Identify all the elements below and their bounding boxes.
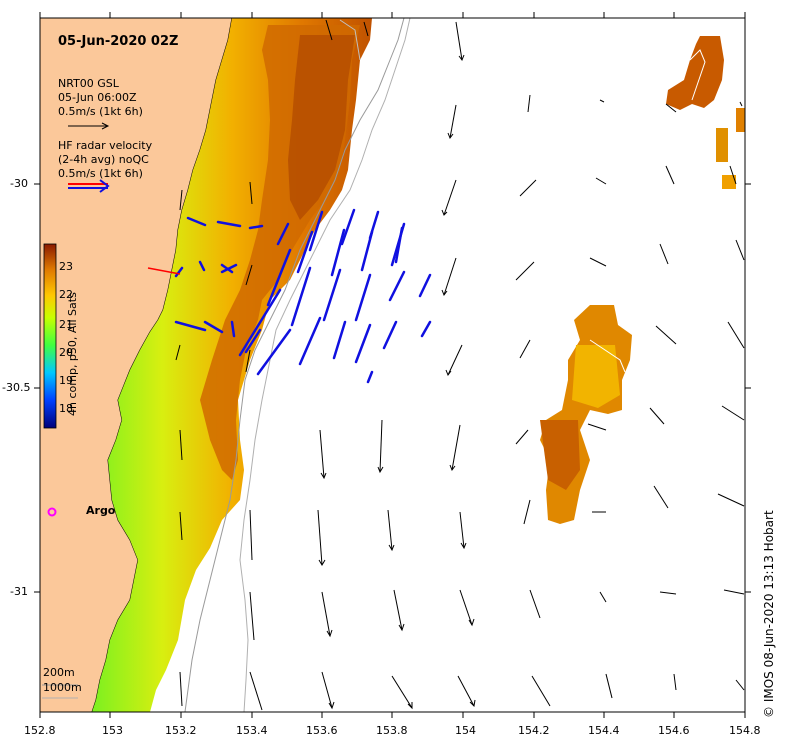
sst-patch-east <box>540 305 632 524</box>
hf-radar-arrows <box>174 208 432 384</box>
x-tick-label: 154.2 <box>518 724 550 737</box>
legend-radar-line-2: (2-4h avg) noQC <box>58 153 149 166</box>
colorbar-tick-23: 23 <box>59 260 73 273</box>
colorbar-tick-20: 20 <box>59 346 73 359</box>
x-tick-label: 153.4 <box>236 724 268 737</box>
x-axis-ticks <box>39 12 746 718</box>
colorbar-tick-21: 21 <box>59 318 73 331</box>
colorbar-tick-19: 19 <box>59 374 73 387</box>
legend-gsl-line-3: 0.5m/s (1kt 6h) <box>58 105 143 118</box>
x-tick-label: 153.8 <box>376 724 408 737</box>
y-tick-label: -30 <box>10 177 28 190</box>
sst-patch-ne <box>666 36 724 110</box>
legend-gsl-line-1: NRT00 GSL <box>58 77 119 90</box>
x-tick-label: 154.4 <box>588 724 620 737</box>
colorbar-tick-18: 18 <box>59 402 73 415</box>
bathy-legend-200m: 200m <box>43 666 75 679</box>
colorbar-tick-22: 22 <box>59 288 73 301</box>
y-axis-ticks <box>34 183 751 593</box>
highlight-arrow <box>147 267 181 275</box>
x-tick-label: 154 <box>455 724 476 737</box>
copyright-notice: © IMOS 08-Jun-2020 13:13 Hobart <box>762 510 776 718</box>
colorbar-label: 4h comp, p50, All Sats <box>66 292 79 416</box>
bathy-1000m <box>239 18 411 712</box>
legend-radar-line-3: 0.5m/s (1kt 6h) <box>58 167 143 180</box>
bathy-200m <box>184 18 405 712</box>
argo-marker <box>47 507 57 517</box>
colorbar <box>43 243 57 429</box>
legend-gsl-line-2: 05-Jun 06:00Z <box>58 91 137 104</box>
x-tick-label: 154.6 <box>658 724 690 737</box>
x-tick-label: 153.2 <box>165 724 197 737</box>
y-tick-label: -31 <box>10 585 28 598</box>
legend-gsl-arrow <box>68 122 110 130</box>
argo-label: Argo <box>86 504 116 517</box>
gsl-current-arrows <box>175 19 745 711</box>
y-tick-label: -30.5 <box>2 381 31 394</box>
bathy-legend-1000m: 1000m <box>43 681 82 694</box>
legend-radar-line-1: HF radar velocity <box>58 139 153 152</box>
x-tick-label: 153.6 <box>306 724 338 737</box>
x-tick-label: 152.8 <box>24 724 56 737</box>
x-tick-label: 154.8 <box>729 724 761 737</box>
map-title: 05-Jun-2020 02Z <box>58 34 179 49</box>
legend-radar-arrow <box>68 179 110 193</box>
x-tick-label: 153 <box>102 724 123 737</box>
